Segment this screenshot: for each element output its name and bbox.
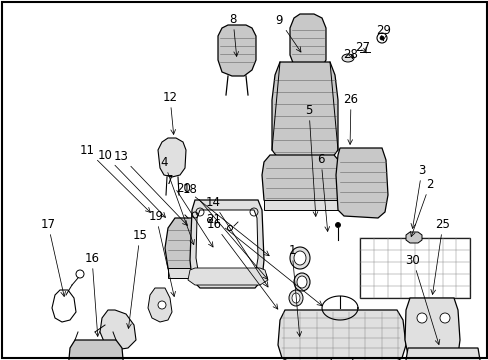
Circle shape <box>416 313 426 323</box>
Text: 7: 7 <box>166 174 213 247</box>
Polygon shape <box>218 25 256 76</box>
Circle shape <box>379 36 383 40</box>
Polygon shape <box>404 298 459 360</box>
Text: 29: 29 <box>376 23 391 41</box>
Text: 23: 23 <box>0 359 1 360</box>
Polygon shape <box>148 288 172 322</box>
Text: 14: 14 <box>205 195 267 287</box>
Polygon shape <box>335 148 387 218</box>
Text: 3: 3 <box>410 163 425 228</box>
Text: 6: 6 <box>317 153 329 231</box>
Ellipse shape <box>296 276 306 288</box>
Polygon shape <box>264 200 339 210</box>
Text: 27: 27 <box>355 41 370 54</box>
Text: 19: 19 <box>148 210 175 296</box>
Ellipse shape <box>288 290 303 306</box>
Ellipse shape <box>341 54 353 62</box>
Polygon shape <box>164 218 260 278</box>
Ellipse shape <box>289 247 309 269</box>
Polygon shape <box>325 358 357 360</box>
Polygon shape <box>100 310 136 350</box>
Bar <box>359 238 469 298</box>
Text: 10: 10 <box>98 149 165 217</box>
Polygon shape <box>271 62 337 158</box>
Ellipse shape <box>293 273 309 291</box>
Polygon shape <box>403 348 481 360</box>
Polygon shape <box>190 200 264 288</box>
Text: 22: 22 <box>0 359 1 360</box>
Polygon shape <box>68 340 124 360</box>
Text: 25: 25 <box>430 217 449 294</box>
Polygon shape <box>196 210 258 276</box>
Text: 16: 16 <box>206 217 277 309</box>
Polygon shape <box>158 138 185 177</box>
Text: 32: 32 <box>0 359 1 360</box>
Text: 24: 24 <box>0 359 1 360</box>
Text: 20: 20 <box>176 181 268 256</box>
Polygon shape <box>168 268 258 278</box>
Text: 8: 8 <box>229 13 238 57</box>
Text: 12: 12 <box>162 90 177 134</box>
Text: 15: 15 <box>126 229 147 328</box>
Ellipse shape <box>293 251 305 265</box>
Text: 9: 9 <box>275 14 300 52</box>
Text: 30: 30 <box>405 253 439 345</box>
Polygon shape <box>289 14 325 72</box>
Text: 18: 18 <box>182 183 267 279</box>
Text: 2: 2 <box>410 177 433 237</box>
Text: 28: 28 <box>343 48 358 60</box>
Ellipse shape <box>291 293 299 303</box>
Text: 5: 5 <box>305 104 317 216</box>
Text: 26: 26 <box>343 93 358 144</box>
Text: 13: 13 <box>113 149 187 225</box>
Circle shape <box>439 313 449 323</box>
Polygon shape <box>278 310 405 360</box>
Text: 16: 16 <box>84 252 100 336</box>
Circle shape <box>335 222 340 228</box>
Circle shape <box>158 301 165 309</box>
Text: 31: 31 <box>0 359 1 360</box>
Text: 11: 11 <box>80 144 150 212</box>
Polygon shape <box>405 232 421 243</box>
Polygon shape <box>262 155 341 210</box>
Text: 21: 21 <box>206 212 322 306</box>
Text: 1: 1 <box>287 243 301 336</box>
Text: 4: 4 <box>160 156 194 244</box>
Text: 17: 17 <box>41 217 65 296</box>
Polygon shape <box>187 268 267 285</box>
